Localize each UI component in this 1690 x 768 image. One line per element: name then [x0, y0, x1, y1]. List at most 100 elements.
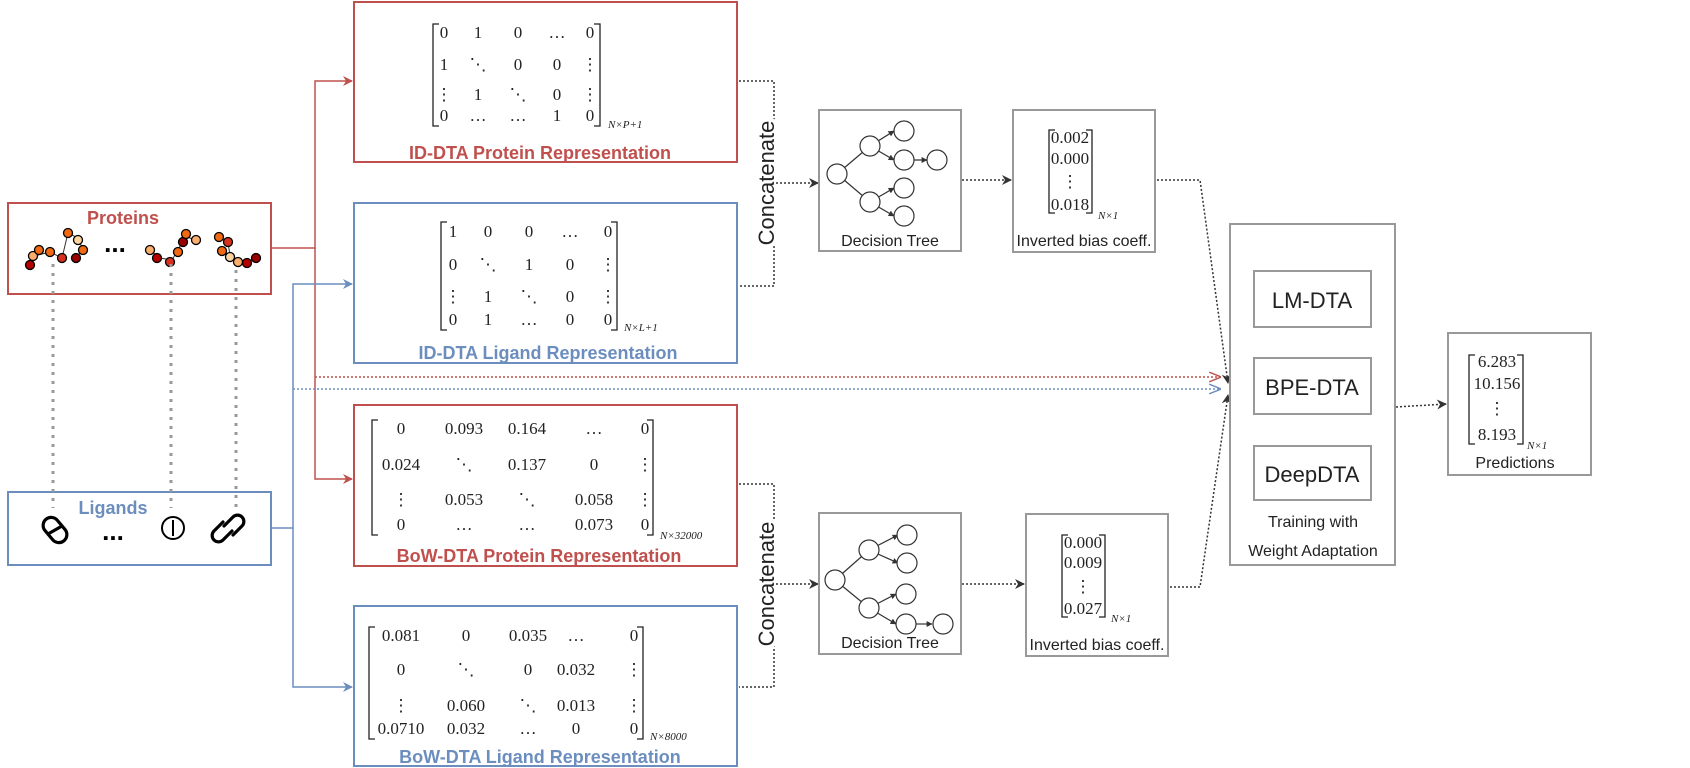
matrix-cell: 0	[604, 222, 613, 241]
matrix-cell: …	[510, 106, 527, 125]
bias-top-vector: 0.002 0.000 ⋮ 0.018 N×1	[1048, 128, 1118, 222]
bow-protein-matrix: 0 0.093 0.164 … 0 0.024 ⋱ 0.137 0 ⋮ ⋮ 0.053 ⋱ 0.058 ⋮ 0…	[371, 419, 703, 542]
matrix-cell: ⋮	[637, 455, 654, 474]
matrix-cell: 0.060	[447, 696, 485, 715]
id-protein-box: 0 1 0 … 0 1 ⋱ 0 0 ⋮ ⋮ 1 ⋱ 0 ⋮ 0 … … 1 0 N×P+1 ID-DTA Protein…	[353, 1, 738, 163]
matrix-cell: 0.032	[447, 719, 485, 738]
matrix-cell: ⋮	[626, 660, 643, 679]
matrix-cell: …	[549, 23, 566, 42]
matrix-cell: ⋱	[510, 85, 527, 104]
matrix-cell: 0	[630, 626, 639, 645]
vector-value: 0.027	[1064, 599, 1103, 618]
matrix-cell: ⋮	[600, 287, 617, 306]
bow_ligand-right-bracket	[637, 626, 644, 740]
matrix-cell: …	[456, 515, 473, 534]
vector-value: 10.156	[1474, 374, 1521, 393]
id_protein-right-bracket	[594, 23, 601, 127]
id_ligand-right-bracket	[611, 221, 618, 331]
bow_ligand-left-bracket	[368, 626, 375, 740]
matrix-cell: ⋮	[393, 696, 410, 715]
matrix-cell: ⋱	[470, 55, 487, 74]
matrix-cell: 0	[514, 55, 523, 74]
matrix-cell: 0	[572, 719, 581, 738]
matrix-cell: 1	[553, 106, 562, 125]
tree-icon-bottom	[824, 524, 954, 635]
matrix-subscript: N×8000	[649, 731, 687, 743]
matrix-cell: 0	[566, 310, 575, 329]
vector-subscript: N×1	[1110, 613, 1131, 625]
vector-value: 0.009	[1064, 553, 1102, 572]
bias_bottom-right-bracket	[1099, 534, 1106, 618]
vector-value: 0.000	[1064, 533, 1102, 552]
matrix-cell: 0.137	[508, 455, 547, 474]
matrix-subscript: N×32000	[659, 530, 703, 542]
vector-value: 0.000	[1051, 149, 1089, 168]
bias-top-label: Inverted bias coeff.	[1017, 233, 1152, 250]
link-icon-3	[210, 513, 246, 544]
matrix-cell: ⋮	[393, 490, 410, 509]
matrix-cell: 0	[397, 515, 406, 534]
matrix-cell: 0.013	[557, 696, 595, 715]
matrix-cell: 0	[553, 55, 562, 74]
matrix-cell: 0	[641, 419, 650, 438]
matrix-cell: 0.093	[445, 419, 483, 438]
matrix-cell: 1	[525, 255, 534, 274]
matrix-cell: …	[586, 419, 603, 438]
matrix-cell: 0	[524, 660, 533, 679]
matrix-cell: 0	[604, 310, 613, 329]
vector-value: 0.018	[1051, 195, 1089, 214]
matrix-cell: …	[521, 310, 538, 329]
matrix-cell: 0	[590, 455, 599, 474]
alignment-dotted-lines	[51, 264, 238, 508]
proteins-ellipsis: ...	[104, 228, 126, 258]
matrix-cell: …	[470, 106, 487, 125]
matrix-cell: 0	[586, 23, 595, 42]
bow-ligand-matrix: 0.081 0 0.035 … 0 0 ⋱ 0 0.032 ⋮ ⋮ 0.060 ⋱ 0.013 ⋮ 0.071…	[368, 626, 687, 743]
ligands-ellipsis: ...	[102, 516, 124, 546]
matrix-cell: 1	[474, 23, 483, 42]
id_protein-left-bracket	[432, 23, 439, 127]
decision-tree-bottom: Decision Tree	[818, 512, 962, 655]
bow-protein-box: 0 0.093 0.164 … 0 0.024 ⋱ 0.137 0 ⋮ ⋮ 0.053 ⋱ 0.058 ⋮ 0…	[353, 404, 738, 567]
matrix-cell: 0	[641, 515, 650, 534]
matrix-cell: 1	[484, 287, 493, 306]
ensemble-to-predictions-arrow	[1395, 399, 1447, 410]
id-ligand-title: ID-DTA Ligand Representation	[418, 343, 677, 363]
predictions-left-bracket	[1468, 354, 1475, 445]
link-icon-2	[161, 516, 185, 540]
ensemble-box: LM-DTA BPE-DTA DeepDTA Training with Wei…	[1229, 223, 1396, 566]
matrix-subscript: N×L+1	[623, 322, 658, 334]
vector-value: 8.193	[1478, 425, 1516, 444]
predictions-box: 6.283 10.156 ⋮ 8.193 N×1 Predictions	[1447, 332, 1592, 476]
vector-subscript: N×1	[1526, 440, 1547, 452]
matrix-cell: 0.164	[508, 419, 547, 438]
ligand-connectors	[271, 279, 1220, 692]
matrix-cell: ⋱	[458, 660, 475, 679]
model-deepdta: DeepDTA	[1265, 462, 1360, 487]
matrix-cell: 0.058	[575, 490, 613, 509]
tree-label-top: Decision Tree	[841, 233, 939, 250]
matrix-cell: ⋱	[480, 255, 497, 274]
id-ligand-box: 1 0 0 … 0 0 ⋱ 1 0 ⋮ ⋮ 1 ⋱ 0 ⋮ 0 1 … 0 0 N×L+1 ID-DTA Ligand …	[353, 202, 738, 364]
matrix-cell: ⋱	[520, 696, 537, 715]
id_ligand-left-bracket	[440, 221, 447, 331]
model-box-bpe-dta	[1253, 357, 1372, 415]
matrix-cell: 1	[440, 55, 449, 74]
ensemble-caption-1: Training with	[1268, 514, 1358, 531]
bias-bottom-label: Inverted bias coeff.	[1030, 637, 1165, 654]
bow_protein-left-bracket	[371, 419, 378, 536]
vector-subscript: N×1	[1097, 210, 1118, 222]
bias_bottom-left-bracket	[1061, 534, 1068, 618]
matrix-cell: ⋱	[521, 287, 538, 306]
matrix-cell: …	[519, 515, 536, 534]
concat-label-top: Concatenate	[754, 121, 779, 246]
link-icon-1	[41, 515, 69, 545]
matrix-cell: 0	[397, 660, 406, 679]
bias_top-left-bracket	[1048, 129, 1055, 214]
ligands-box: Ligands ...	[7, 491, 272, 566]
vector-value: ⋮	[1075, 577, 1092, 596]
protein-chain-icon	[24, 227, 262, 271]
concat-label-bottom: Concatenate	[754, 522, 779, 647]
